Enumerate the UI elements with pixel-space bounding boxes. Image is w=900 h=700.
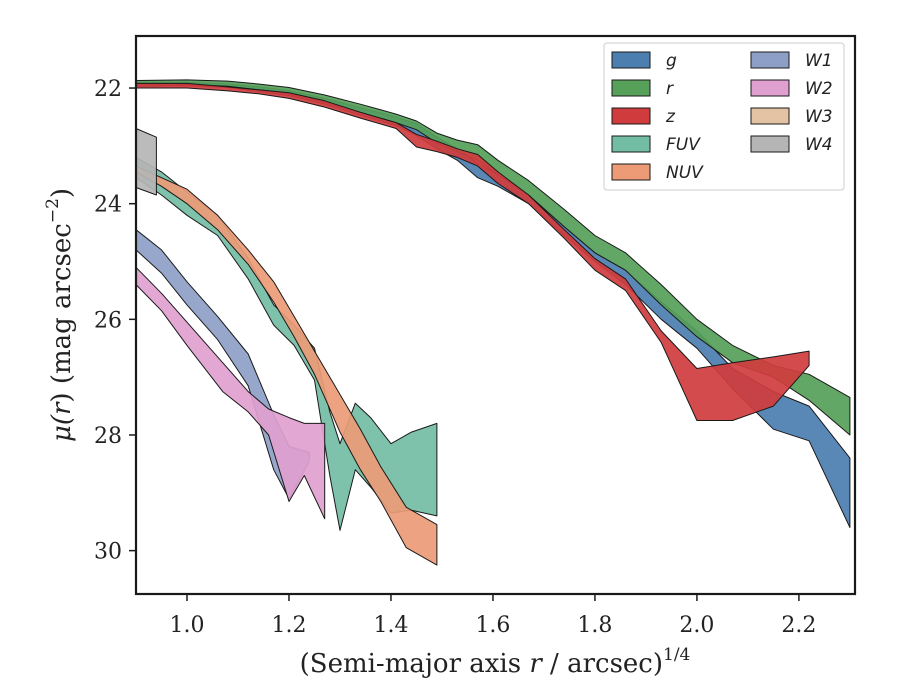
y-axis-ticks: 22 24 26 28 30 bbox=[94, 77, 136, 565]
band-z bbox=[135, 82, 810, 421]
legend-swatch-w1 bbox=[750, 51, 790, 69]
legend-label-w2: W2 bbox=[805, 79, 833, 99]
legend: grz FUV NUV W1 W2 W3 W4 bbox=[603, 42, 845, 191]
legend-label-w1: W1 bbox=[805, 51, 833, 71]
y-tick-label: 26 bbox=[94, 308, 122, 333]
band-w4 bbox=[135, 128, 157, 196]
plot-frame bbox=[134, 34, 857, 596]
legend-label-g: g bbox=[666, 51, 677, 71]
legend-swatch-w3 bbox=[750, 107, 790, 125]
x-tick-label: 1.0 bbox=[169, 613, 204, 638]
y-axis-label: μ(r) (mag arcsec−2) bbox=[43, 188, 77, 442]
legend-label-r: r bbox=[666, 79, 674, 99]
legend-label-w3: W3 bbox=[805, 107, 833, 127]
x-axis-ticks: 1.0 1.2 1.4 1.6 1.8 2.0 2.2 bbox=[169, 594, 816, 638]
legend-swatch-z bbox=[611, 107, 651, 125]
legend-swatch-w2 bbox=[750, 79, 790, 97]
x-tick-label: 2.2 bbox=[781, 613, 816, 638]
legend-swatch-nuv bbox=[611, 163, 651, 181]
legend-swatch-fuv bbox=[611, 135, 651, 153]
band-nuv bbox=[135, 165, 438, 566]
x-axis-label: (Semi-major axis r / arcsec)1/4 bbox=[300, 645, 691, 679]
band-w2 bbox=[135, 266, 326, 520]
y-tick-label: 28 bbox=[94, 424, 122, 449]
legend-label-z: z bbox=[665, 107, 676, 127]
legend-swatch-r bbox=[611, 79, 651, 97]
x-tick-label: 2.0 bbox=[679, 613, 714, 638]
x-tick-label: 1.6 bbox=[475, 613, 510, 638]
y-tick-label: 24 bbox=[94, 193, 122, 218]
legend-label-w4: W4 bbox=[805, 135, 833, 155]
series-bands bbox=[135, 79, 851, 566]
x-tick-label: 1.4 bbox=[373, 613, 408, 638]
legend-swatch-w4 bbox=[750, 135, 790, 153]
y-tick-label: 30 bbox=[94, 540, 122, 565]
x-tick-label: 1.2 bbox=[271, 613, 306, 638]
legend-label-nuv: NUV bbox=[666, 163, 704, 183]
legend-swatch-g bbox=[611, 51, 651, 69]
x-tick-label: 1.8 bbox=[577, 613, 612, 638]
y-tick-label: 22 bbox=[94, 77, 122, 102]
legend-label-fuv: FUV bbox=[666, 135, 701, 155]
